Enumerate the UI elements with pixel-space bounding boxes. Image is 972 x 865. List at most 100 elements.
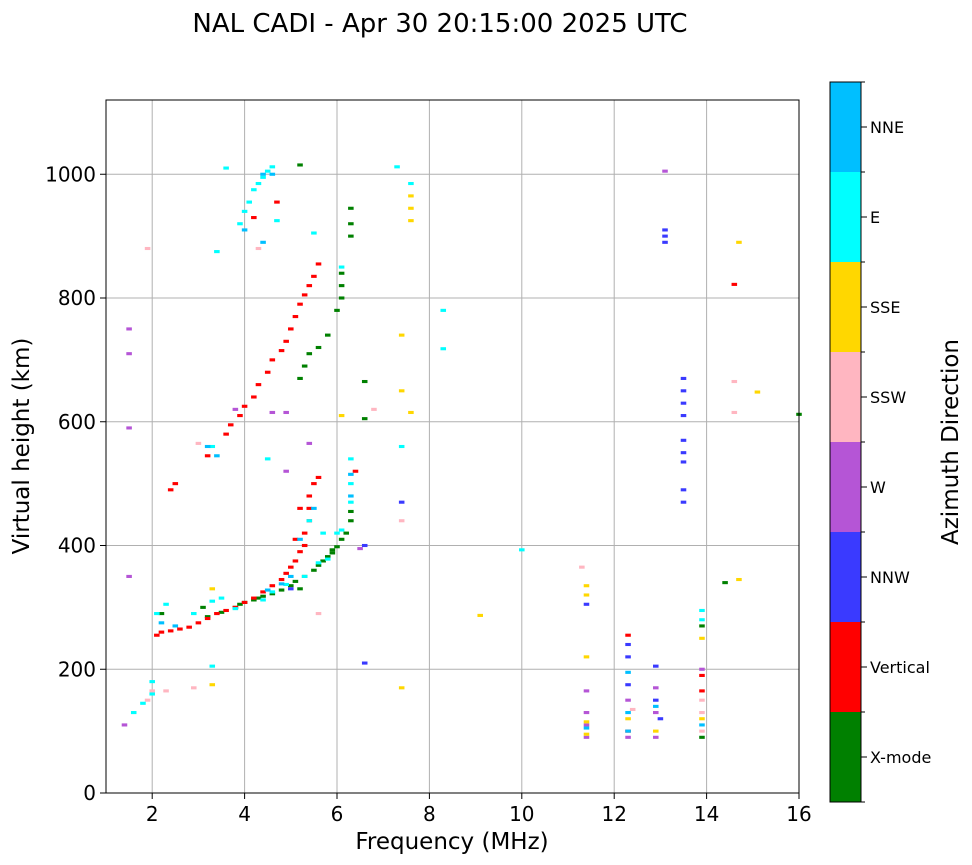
data-point [209, 587, 216, 591]
colorbar-label-vertical: Vertical [870, 658, 930, 677]
data-point [283, 582, 289, 587]
data-point [311, 482, 317, 486]
data-point [260, 240, 266, 244]
data-point [583, 584, 590, 588]
data-point [361, 417, 368, 421]
colorbar-swatch [830, 622, 861, 712]
data-point [338, 537, 345, 541]
data-point [251, 188, 257, 192]
data-point [278, 349, 285, 353]
data-point [223, 166, 229, 170]
plot-frame [105, 99, 800, 794]
y-axis-label: Virtual height (km) [9, 338, 35, 555]
data-point [699, 723, 705, 727]
y-axis-ticks: 0 200 400 600 800 1000 [45, 162, 106, 805]
data-point [653, 729, 659, 733]
data-point [311, 274, 317, 278]
data-point [680, 451, 687, 455]
data-point [398, 389, 405, 393]
data-point [311, 568, 317, 572]
data-point [241, 600, 248, 604]
colorbar-label-x-mode: X-mode [870, 748, 931, 767]
data-point [278, 577, 285, 582]
data-point [255, 596, 262, 600]
data-point [348, 500, 354, 504]
data-point [315, 475, 322, 479]
data-point [264, 169, 271, 173]
x-tick-label: 6 [331, 802, 344, 826]
data-point [306, 284, 313, 288]
data-point [218, 596, 225, 600]
colorbar-label-nnw: NNW [870, 568, 910, 587]
series-nne [158, 172, 705, 733]
data-point [301, 574, 308, 578]
data-point [699, 667, 705, 671]
data-point [408, 410, 414, 415]
data-point [260, 175, 266, 179]
data-point [195, 621, 202, 625]
data-point [583, 726, 590, 730]
data-point [126, 426, 132, 430]
data-point [204, 615, 211, 619]
data-point [324, 333, 331, 337]
colorbar-swatch [830, 352, 861, 442]
data-point [625, 698, 631, 702]
data-point [320, 559, 326, 563]
data-point [754, 390, 761, 394]
data-point [408, 219, 414, 223]
data-point [731, 282, 738, 286]
data-point [625, 670, 631, 674]
data-point [283, 410, 289, 415]
data-point [625, 655, 631, 659]
data-point [699, 624, 705, 628]
data-point [579, 565, 585, 569]
data-point [408, 206, 414, 210]
data-point [227, 423, 234, 427]
colorbar-label: Azimuth Direction [938, 339, 964, 545]
data-point [209, 599, 216, 603]
data-point [260, 172, 266, 176]
series-nnw [288, 228, 687, 721]
data-point [361, 543, 368, 548]
data-point [301, 531, 308, 535]
data-point [736, 577, 742, 582]
data-point [218, 610, 225, 614]
data-point [699, 689, 705, 693]
data-point [699, 608, 705, 613]
data-point [731, 410, 738, 415]
series-x-mode [158, 163, 802, 739]
data-point [699, 673, 705, 677]
y-tick-label: 800 [58, 286, 96, 310]
x-tick-label: 12 [601, 802, 626, 826]
data-point [334, 308, 340, 312]
data-point [338, 265, 345, 269]
data-point [583, 689, 590, 693]
data-point [154, 612, 160, 616]
data-point [264, 457, 271, 461]
y-tick-label: 600 [58, 410, 96, 434]
data-point [297, 302, 303, 306]
data-point [398, 333, 405, 337]
data-point [177, 627, 183, 631]
data-point [301, 293, 308, 297]
data-point [680, 488, 687, 492]
data-point [149, 680, 155, 684]
data-point [204, 454, 211, 458]
data-point [583, 720, 590, 724]
x-tick-label: 2 [146, 802, 159, 826]
y-tick-label: 0 [83, 781, 96, 805]
data-point [130, 711, 137, 715]
data-point [583, 735, 590, 739]
data-point [191, 686, 197, 690]
data-point [288, 565, 294, 569]
data-point [167, 488, 174, 492]
data-point [361, 661, 368, 665]
data-point [191, 612, 197, 616]
data-point [264, 370, 271, 374]
data-point [274, 200, 280, 204]
colorbar-label-w: W [870, 478, 886, 497]
data-point [324, 557, 331, 561]
data-point [348, 222, 354, 226]
data-point [163, 602, 169, 606]
